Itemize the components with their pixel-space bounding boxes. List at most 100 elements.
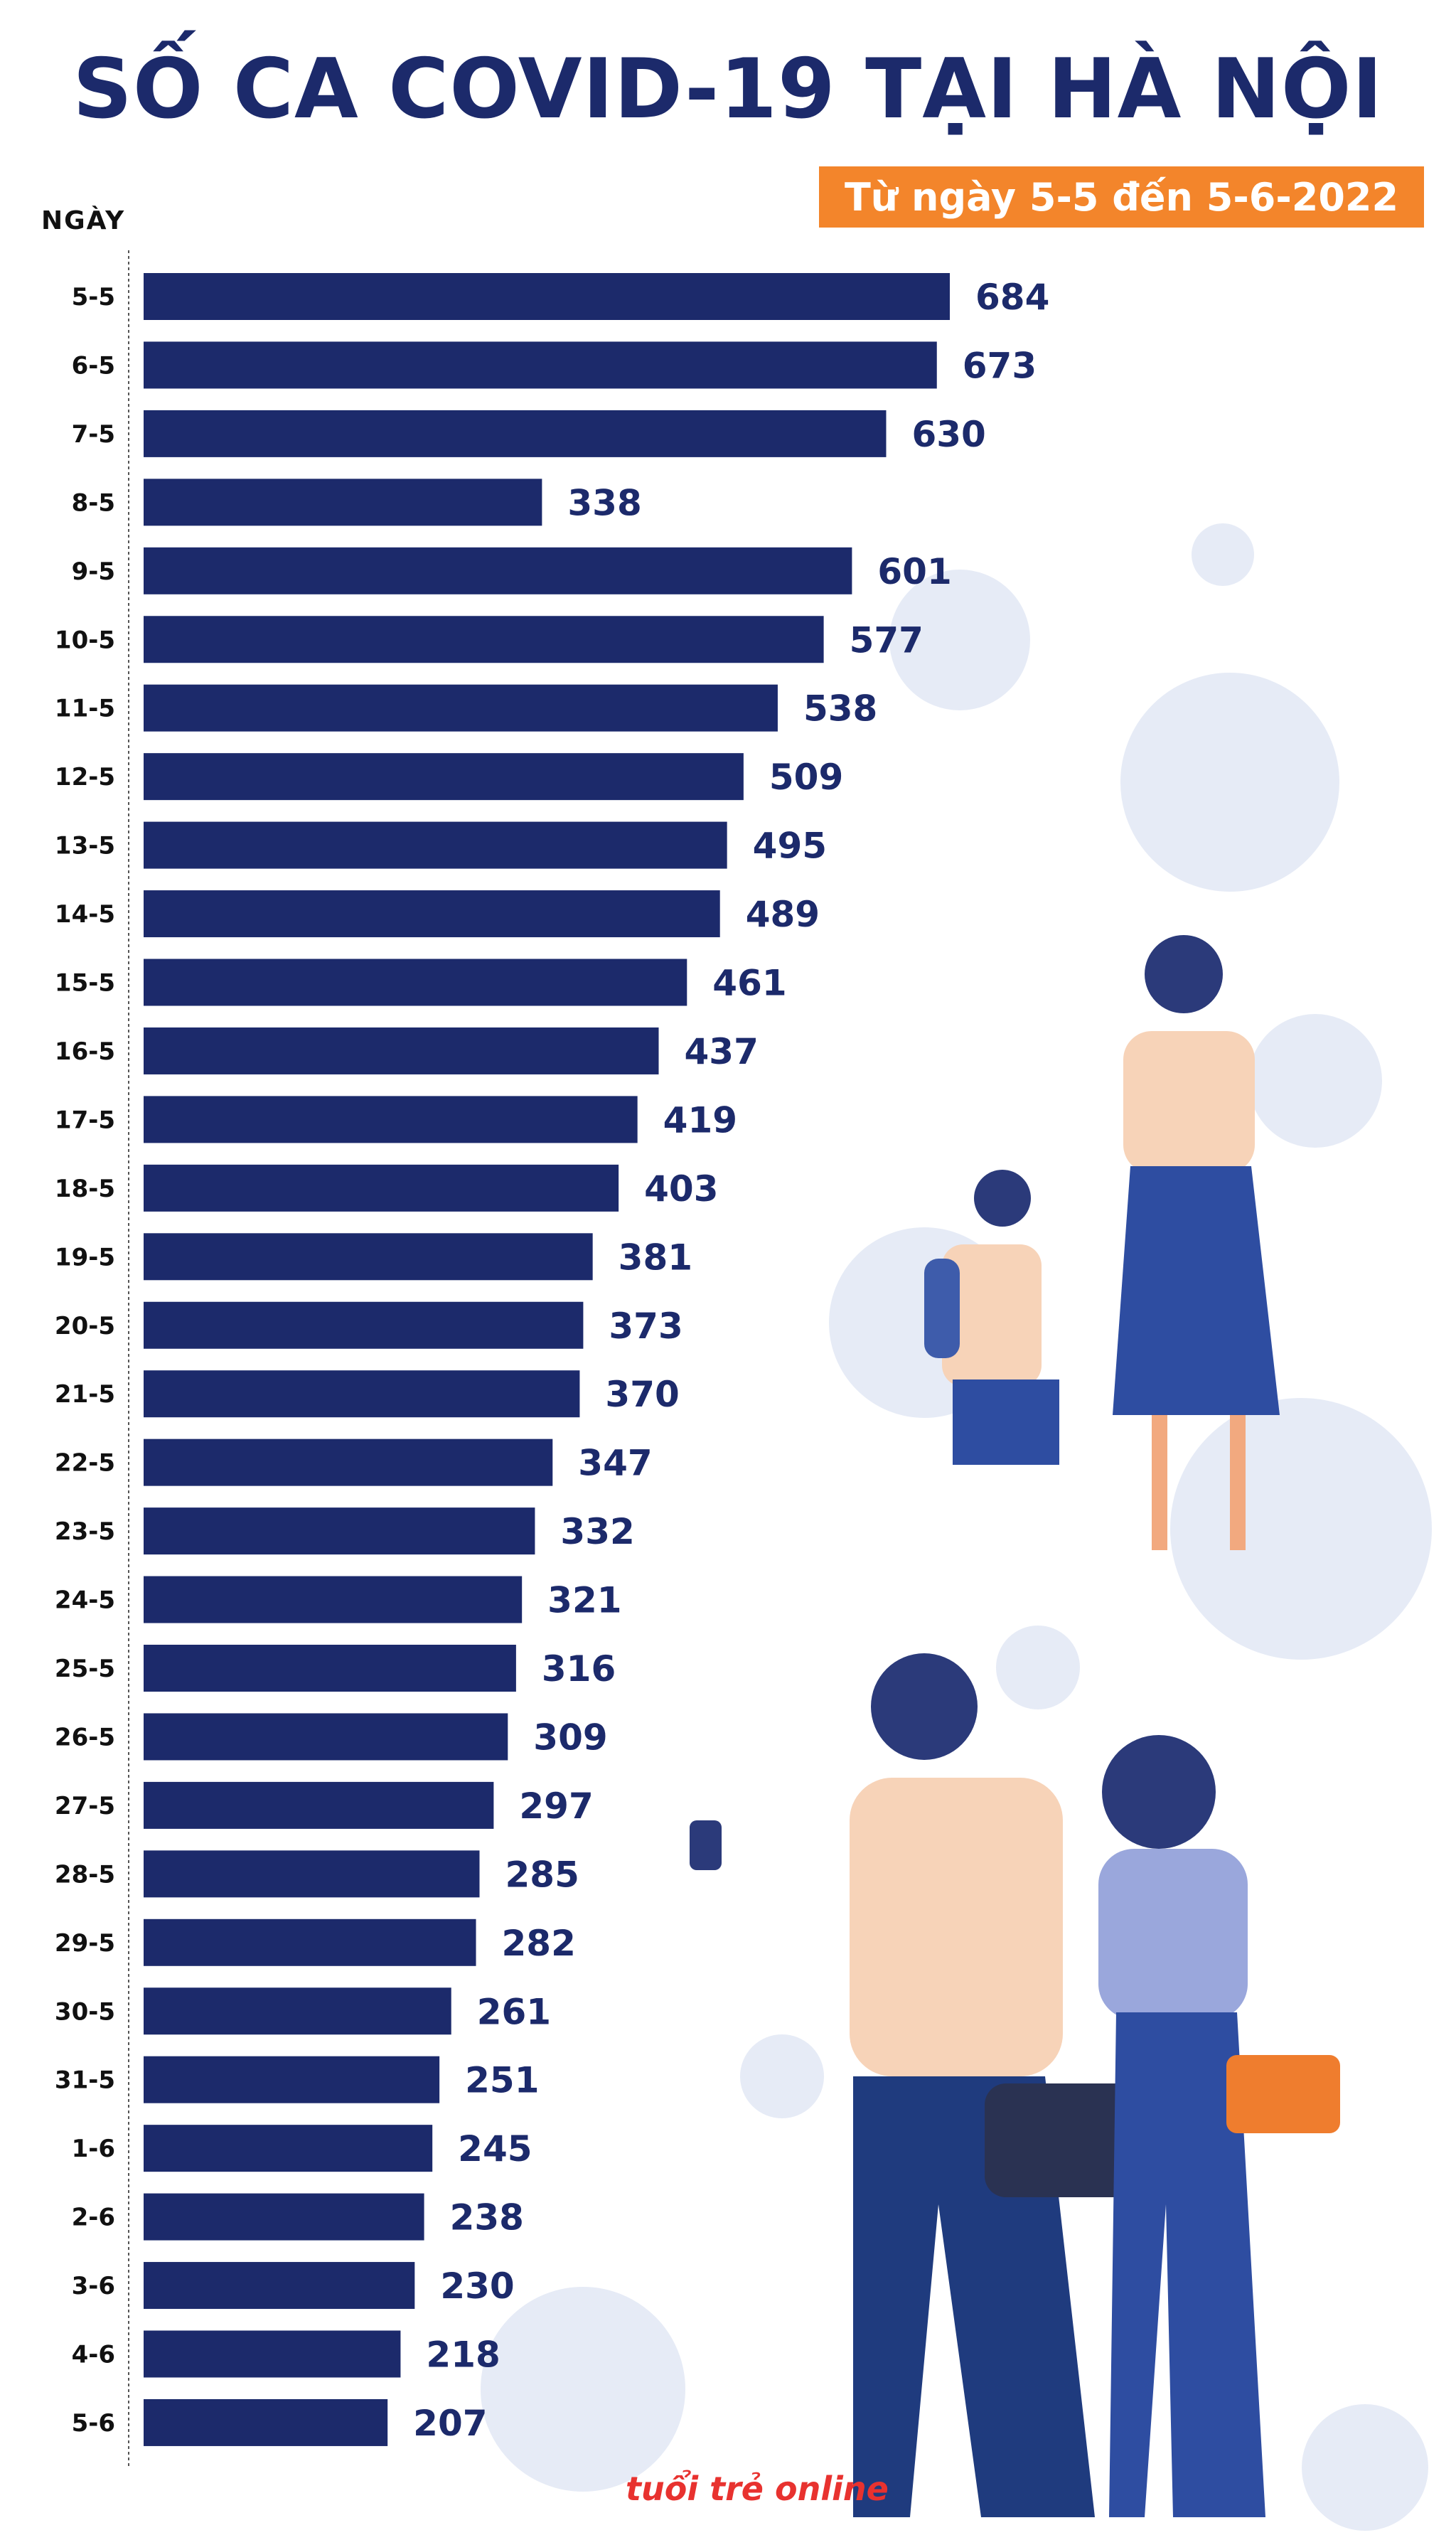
value-label: 245	[458, 2128, 532, 2170]
category-label: 28-5	[55, 1860, 115, 1889]
value-label: 207	[413, 2403, 487, 2444]
bar-13-5	[144, 821, 727, 869]
bar-15-5	[144, 959, 687, 1006]
category-label: 5-6	[72, 2409, 115, 2438]
value-label: 218	[426, 2334, 500, 2376]
category-label: 21-5	[55, 1380, 115, 1409]
bar-27-5	[144, 1781, 494, 1829]
value-label: 403	[644, 1168, 718, 1210]
bar-24-5	[144, 1576, 523, 1623]
y-axis-label: NGÀY	[41, 206, 126, 235]
bar-16-5	[144, 1027, 659, 1074]
category-label: 14-5	[55, 900, 115, 929]
value-label: 251	[465, 2060, 539, 2101]
value-label: 381	[619, 1237, 692, 1278]
category-label: 16-5	[55, 1037, 115, 1066]
bar-28-5	[144, 1850, 480, 1898]
value-label: 684	[975, 277, 1049, 318]
bar-30-5	[144, 1987, 451, 2035]
value-label: 309	[533, 1717, 607, 1758]
category-label: 15-5	[55, 969, 115, 998]
category-label: 11-5	[55, 695, 115, 723]
category-label: 30-5	[55, 1997, 115, 2026]
category-label: 1-6	[72, 2135, 115, 2163]
category-label: 2-6	[72, 2204, 115, 2232]
category-label: 7-5	[72, 420, 115, 449]
value-label: 373	[609, 1306, 682, 1347]
category-label: 31-5	[55, 2066, 115, 2095]
value-label: 538	[803, 688, 877, 730]
bar-1-6	[144, 2125, 433, 2172]
category-label: 18-5	[55, 1175, 115, 1203]
category-label: 9-5	[72, 557, 115, 586]
date-range-badge: Từ ngày 5-5 đến 5-6-2022	[819, 166, 1424, 228]
value-label: 461	[712, 963, 786, 1004]
category-label: 27-5	[55, 1792, 115, 1820]
value-label: 338	[567, 482, 641, 523]
bar-11-5	[144, 684, 778, 732]
category-label: 17-5	[55, 1106, 115, 1134]
bar-31-5	[144, 2056, 440, 2103]
value-label: 437	[685, 1031, 759, 1072]
bar-25-5	[144, 1645, 516, 1692]
bar-18-5	[144, 1164, 619, 1212]
value-label: 261	[477, 1991, 551, 2032]
bar-7-5	[144, 410, 887, 457]
bar-14-5	[144, 890, 720, 938]
value-label: 238	[450, 2197, 524, 2238]
value-label: 282	[502, 1923, 576, 1964]
value-label: 316	[542, 1648, 616, 1690]
category-label: 4-6	[72, 2341, 115, 2369]
bar-10-5	[144, 616, 824, 663]
category-label: 20-5	[55, 1312, 115, 1340]
value-label: 601	[877, 551, 951, 592]
category-label: 25-5	[55, 1655, 115, 1683]
value-label: 489	[746, 894, 820, 935]
category-label: 24-5	[55, 1586, 115, 1615]
bar-8-5	[144, 479, 542, 526]
category-label: 22-5	[55, 1449, 115, 1478]
bar-22-5	[144, 1439, 553, 1486]
people-illustration	[690, 935, 1340, 2517]
value-label: 673	[963, 345, 1037, 386]
bar-23-5	[144, 1507, 535, 1555]
bar-6-5	[144, 341, 937, 389]
value-label: 297	[519, 1786, 593, 1827]
category-label: 23-5	[55, 1517, 115, 1546]
category-label: 8-5	[72, 489, 115, 517]
category-label: 10-5	[55, 626, 115, 654]
category-label: 5-5	[72, 283, 115, 311]
bar-29-5	[144, 1918, 476, 1966]
bar-26-5	[144, 1713, 508, 1761]
value-label: 577	[850, 619, 924, 661]
value-label: 419	[663, 1099, 737, 1141]
chart-title: SỐ CA COVID-19 TẠI HÀ NỘI	[73, 41, 1383, 137]
value-label: 347	[578, 1443, 652, 1484]
bar-5-6	[144, 2398, 388, 2446]
bar-12-5	[144, 753, 744, 801]
bar-19-5	[144, 1233, 593, 1281]
value-label: 630	[911, 414, 985, 455]
category-label: 26-5	[55, 1723, 115, 1751]
bar-4-6	[144, 2330, 401, 2378]
value-label: 285	[505, 1854, 579, 1895]
value-label: 321	[547, 1580, 621, 1621]
bar-20-5	[144, 1301, 584, 1349]
publisher-logo: tuổi trẻ online	[626, 2462, 889, 2505]
category-label: 13-5	[55, 832, 115, 860]
logo-text: tuổi trẻ online	[626, 2470, 889, 2508]
category-label: 19-5	[55, 1243, 115, 1271]
category-label: 6-5	[72, 351, 115, 380]
bar-17-5	[144, 1096, 638, 1143]
category-label: 29-5	[55, 1929, 115, 1958]
category-label: 12-5	[55, 763, 115, 791]
bar-2-6	[144, 2193, 424, 2241]
value-label: 230	[440, 2266, 514, 2307]
value-label: 370	[605, 1374, 679, 1415]
bar-21-5	[144, 1370, 580, 1418]
bar-9-5	[144, 547, 852, 594]
value-label: 509	[769, 757, 843, 798]
category-label: 3-6	[72, 2272, 115, 2300]
